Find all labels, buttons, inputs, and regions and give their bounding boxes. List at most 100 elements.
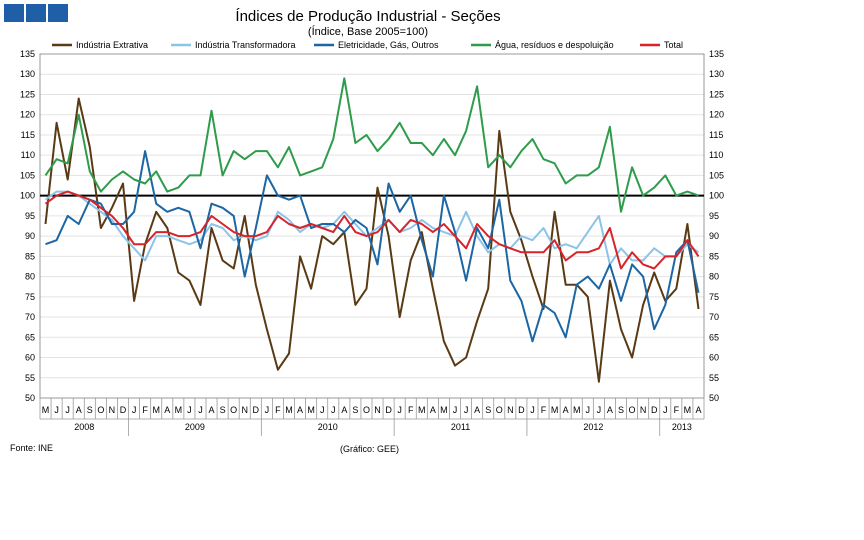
month-tick-label: M [42,405,50,415]
y-tick-label-right: 120 [709,110,724,120]
y-axis-left: 50 55 60 65 70 75 80 85 90 95 100 105 110 115 120 125 13… [20,49,35,403]
y-tick-label-left: 50 [25,393,35,403]
month-tick-label: A [297,405,303,415]
y-tick-label-right: 125 [709,89,724,99]
month-tick-label: A [607,405,613,415]
year-label: 2009 [185,422,205,432]
month-tick-label: J [265,405,270,415]
month-tick-label: M [573,405,581,415]
y-tick-label-left: 100 [20,191,35,201]
month-tick-label: D [651,405,658,415]
y-grid [39,53,705,399]
month-tick-label: N [109,405,116,415]
month-tick-label: J [65,405,70,415]
logo-block-3 [48,4,68,22]
month-tick-label: J [54,405,59,415]
month-tick-label: J [464,405,469,415]
month-tick-label: O [97,405,104,415]
year-label: 2013 [672,422,692,432]
month-tick-label: A [341,405,347,415]
year-label: 2011 [451,422,470,432]
y-tick-label-right: 80 [709,272,719,282]
y-tick-label-right: 75 [709,292,719,302]
series-line [45,150,700,343]
logo-block-2 [26,4,46,22]
month-tick-label: F [408,405,414,415]
month-tick-label: A [76,405,82,415]
month-tick-label: F [142,405,148,415]
month-tick-label: O [363,405,370,415]
month-tick-label: D [518,405,525,415]
series-line [44,190,700,266]
plot-area [39,53,705,399]
year-label: 2008 [74,422,94,432]
month-tick-label: A [563,405,569,415]
y-tick-label-right: 100 [709,191,724,201]
month-tick-label: N [241,405,248,415]
month-tick-label: M [285,405,293,415]
y-tick-label-right: 55 [709,373,719,383]
y-tick-label-left: 80 [25,272,35,282]
y-tick-label-left: 90 [25,231,35,241]
chart-subtitle: (Índice, Base 2005=100) [308,25,428,38]
month-tick-label: M [152,405,160,415]
y-tick-label-left: 65 [25,332,35,342]
month-tick-label: S [220,405,226,415]
month-tick-label: S [352,405,358,415]
y-tick-label-right: 130 [709,69,724,79]
source-note: Fonte: INE [10,443,53,453]
logo-block-1 [4,4,24,22]
y-tick-label-right: 105 [709,170,724,180]
y-tick-label-left: 125 [20,89,35,99]
graphic-note: (Gráfico: GEE) [340,444,399,454]
year-label: 2012 [583,422,603,432]
year-label: 2010 [318,422,338,432]
month-tick-label: A [209,405,215,415]
series-group [44,77,700,383]
series-line [44,77,699,213]
month-tick-label: J [663,405,668,415]
month-tick-label: J [187,405,192,415]
month-tick-label: O [230,405,237,415]
y-tick-label-right: 110 [709,150,723,160]
month-tick-label: N [374,405,381,415]
month-tick-label: F [275,405,281,415]
month-tick-label: M [418,405,426,415]
month-tick-label: A [430,405,436,415]
month-tick-label: J [397,405,402,415]
y-tick-label-right: 85 [709,251,719,261]
y-tick-label-left: 110 [21,150,35,160]
legend-label: Total [664,40,683,50]
y-tick-label-right: 135 [709,49,724,59]
y-tick-label-right: 115 [709,130,723,140]
series-line [44,190,700,270]
y-tick-label-left: 75 [25,292,35,302]
month-tick-label: D [385,405,392,415]
chart-title: Índices de Produção Industrial - Seções [235,8,500,25]
y-tick-label-left: 70 [25,312,35,322]
month-tick-label: A [695,405,701,415]
y-tick-label-left: 105 [20,170,35,180]
month-tick-label: A [474,405,480,415]
y-tick-label-right: 70 [709,312,719,322]
month-tick-label: J [530,405,535,415]
month-tick-label: M [307,405,315,415]
month-tick-label: J [320,405,325,415]
legend: Indústria Extrativa Indústria Transformad… [52,40,683,50]
legend-label: Indústria Extrativa [76,40,148,50]
y-tick-label-left: 85 [25,251,35,261]
y-tick-label-left: 135 [20,49,35,59]
month-tick-label: M [440,405,448,415]
legend-label: Água, resíduos e despoluição [495,40,614,50]
y-tick-label-right: 60 [709,353,719,363]
month-tick-label: M [684,405,692,415]
month-tick-label: J [597,405,602,415]
month-tick-label: J [586,405,591,415]
month-tick-label: A [164,405,170,415]
y-tick-label-left: 120 [20,110,35,120]
month-tick-label: J [331,405,336,415]
legend-label: Indústria Transformadora [195,40,296,50]
month-tick-label: S [618,405,624,415]
month-tick-label: M [175,405,183,415]
